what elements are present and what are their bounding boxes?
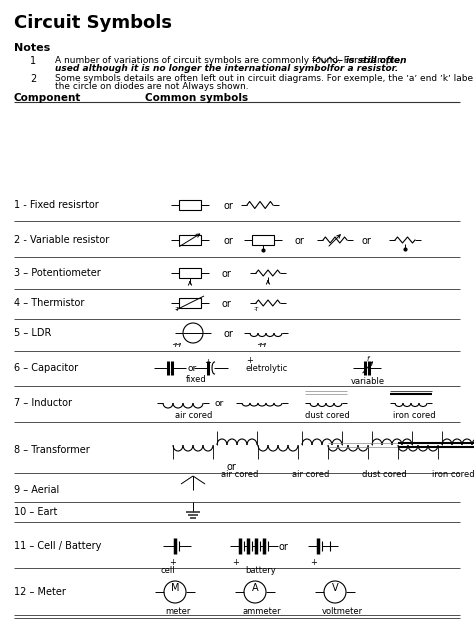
Text: or: or	[215, 399, 224, 408]
Text: +: +	[310, 558, 317, 567]
Text: 2: 2	[30, 74, 36, 84]
Text: or: or	[224, 236, 234, 246]
Text: voltmeter: voltmeter	[322, 607, 363, 616]
Text: ammeter: ammeter	[243, 607, 282, 616]
Bar	[179, 235, 201, 245]
Text: Common symbols: Common symbols	[145, 93, 248, 103]
Text: 11 – Cell / Battery: 11 – Cell / Battery	[14, 541, 101, 551]
Text: or: or	[362, 236, 372, 246]
Text: +: +	[169, 558, 176, 567]
Text: 1: 1	[30, 56, 36, 66]
Text: or: or	[222, 299, 232, 309]
Text: eletrolytic: eletrolytic	[246, 364, 288, 373]
Text: 7 – Inductor: 7 – Inductor	[14, 398, 72, 408]
Text: or: or	[224, 201, 234, 211]
Text: or: or	[279, 542, 289, 552]
Text: variable: variable	[351, 377, 385, 386]
Text: is still often: is still often	[346, 56, 407, 65]
Text: 1 - Fixed resisrtor: 1 - Fixed resisrtor	[14, 200, 99, 210]
Text: iron cored: iron cored	[393, 411, 436, 420]
Text: or: or	[222, 269, 232, 279]
Text: A number of variations of circuit symbols are commonly found. For example,: A number of variations of circuit symbol…	[55, 56, 402, 65]
Text: 4 – Thermistor: 4 – Thermistor	[14, 298, 84, 308]
Text: cell: cell	[161, 566, 176, 575]
Bar	[179, 298, 201, 308]
Text: f: f	[367, 356, 370, 362]
Text: fixed: fixed	[186, 375, 207, 384]
Text: Circuit Symbols: Circuit Symbols	[14, 14, 172, 32]
Text: or: or	[224, 329, 234, 339]
Text: dust cored: dust cored	[362, 470, 407, 479]
Text: 12 – Meter: 12 – Meter	[14, 587, 66, 597]
Text: Notes: Notes	[14, 43, 50, 53]
Text: iron cored: iron cored	[432, 470, 474, 479]
Text: or: or	[295, 236, 305, 246]
Text: +: +	[204, 358, 211, 367]
Bar	[179, 268, 201, 278]
Bar	[252, 235, 274, 245]
Text: -T: -T	[175, 307, 181, 312]
Text: A: A	[252, 583, 258, 593]
Bar	[179, 200, 201, 210]
Text: -T: -T	[254, 307, 259, 312]
Text: air cored: air cored	[221, 470, 258, 479]
Text: 10 – Eart: 10 – Eart	[14, 507, 57, 517]
Text: 5 – LDR: 5 – LDR	[14, 328, 51, 338]
Text: meter: meter	[165, 607, 191, 616]
Text: dust cored: dust cored	[305, 411, 350, 420]
Text: the circle on diodes are not Always shown.: the circle on diodes are not Always show…	[55, 82, 249, 91]
Text: 6 – Capacitor: 6 – Capacitor	[14, 363, 78, 373]
Text: or: or	[188, 364, 197, 373]
Text: Component: Component	[14, 93, 82, 103]
Text: used although it is no longer the international symbolfor a resistor.: used although it is no longer the intern…	[55, 64, 398, 73]
Text: Some symbols details are often left out in circuit diagrams. For exemple, the ʼa: Some symbols details are often left out …	[55, 74, 474, 83]
Text: +: +	[232, 558, 239, 567]
Text: 3 – Potentiometer: 3 – Potentiometer	[14, 268, 101, 278]
Text: 2 - Variable resistor: 2 - Variable resistor	[14, 235, 109, 245]
Text: air cored: air cored	[175, 411, 212, 420]
Text: 8 – Transformer: 8 – Transformer	[14, 445, 90, 455]
Text: or: or	[227, 462, 237, 472]
Text: +: +	[246, 356, 253, 365]
Text: M: M	[171, 583, 179, 593]
Text: battery: battery	[245, 566, 276, 575]
Text: V: V	[332, 583, 338, 593]
Text: 9 – Aerial: 9 – Aerial	[14, 485, 59, 495]
Text: air cored: air cored	[292, 470, 329, 479]
